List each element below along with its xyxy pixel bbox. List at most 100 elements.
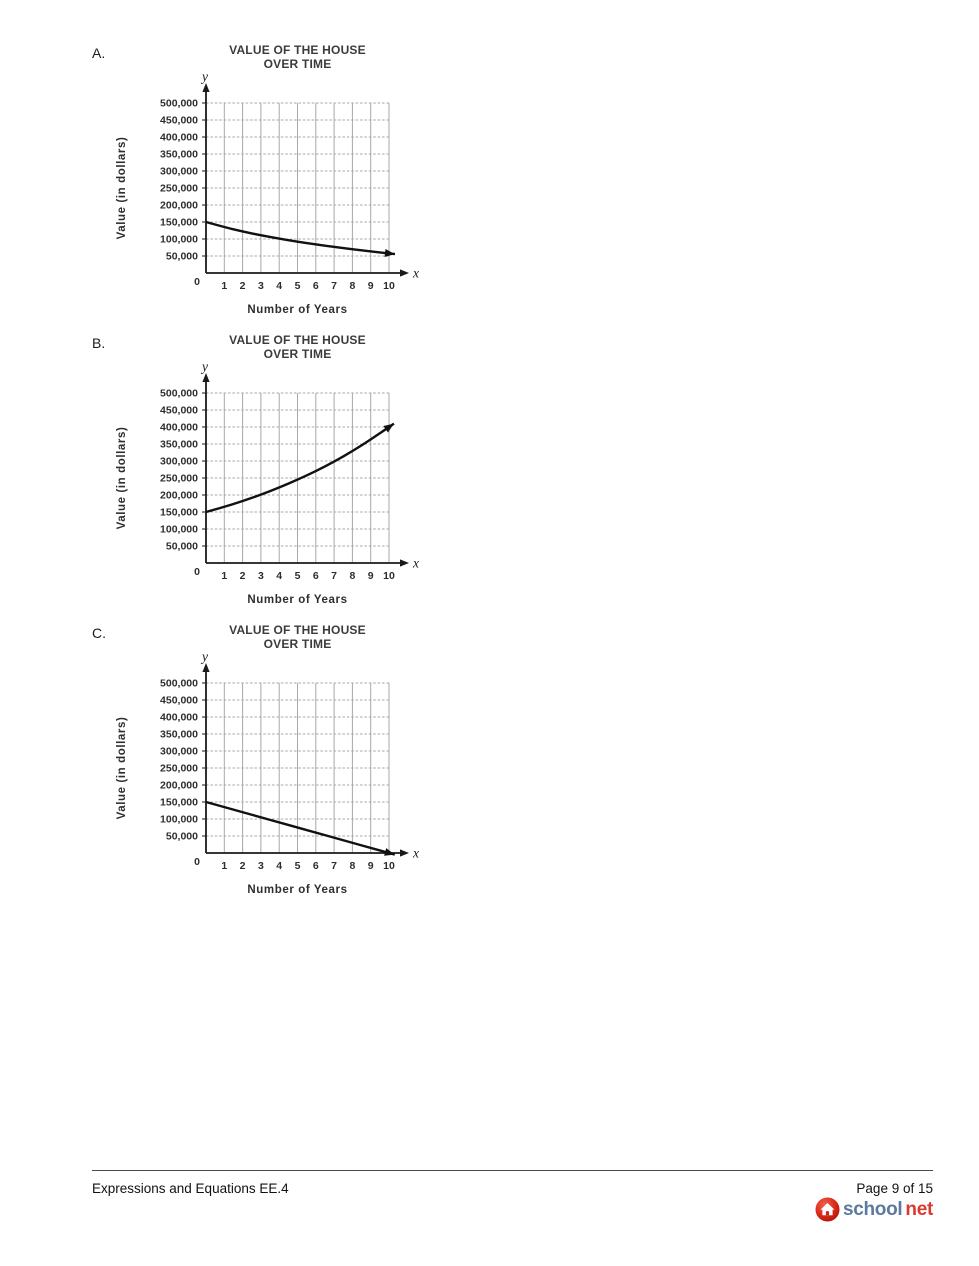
y-tick-label: 500,000 (160, 98, 198, 110)
chart-option-a: VALUE OF THE HOUSE OVER TIME 500,000 450,… (95, 43, 440, 328)
option-letter-c: C. (92, 625, 106, 641)
y-axis-arrow (202, 663, 210, 672)
curve-arrowhead (384, 249, 395, 257)
x-axis-title: Number of Years (247, 304, 347, 316)
x-tick-label: 10 (383, 570, 395, 582)
origin-label: 0 (194, 856, 200, 868)
x-tick-label: 10 (383, 280, 395, 292)
y-tick-label: 100,000 (160, 524, 198, 536)
y-axis-letter: y (200, 71, 208, 84)
chart-plot-b: 500,000450,000400,000350,000300,000250,0… (116, 361, 419, 606)
y-tick-label: 250,000 (160, 473, 198, 485)
x-tick-label: 10 (383, 860, 395, 872)
option-letter-b: B. (92, 335, 106, 351)
x-tick-label: 7 (331, 570, 337, 582)
footer-divider (92, 1170, 933, 1171)
x-tick-label: 3 (258, 860, 264, 872)
y-tick-label: 350,000 (160, 729, 198, 741)
x-tick-label: 8 (349, 280, 355, 292)
y-tick-label: 250,000 (160, 763, 198, 775)
chart-title-line2: OVER TIME (263, 637, 332, 651)
y-tick-label: 200,000 (160, 200, 198, 212)
y-axis-arrow (202, 373, 210, 382)
chart-option-b: VALUE OF THE HOUSE OVER TIME 500,000 450,… (95, 333, 440, 618)
footer-standard-label: Expressions and Equations EE.4 (92, 1181, 289, 1196)
x-tick-label: 5 (295, 280, 301, 292)
x-axis-title: Number of Years (247, 594, 347, 606)
x-tick-labels: 1 2 3 4 5 6 7 8 9 10 (221, 280, 395, 292)
chart-title-line1: VALUE OF THE HOUSE (229, 333, 366, 347)
chart-plot-c: 500,000450,000400,000350,000300,000250,0… (116, 651, 419, 896)
x-tick-label: 4 (276, 570, 282, 582)
logo-text-net: net (905, 1199, 933, 1220)
curve-arrowhead (383, 423, 394, 433)
x-tick-label: 9 (368, 860, 374, 872)
x-axis-arrow (400, 269, 409, 277)
x-tick-labels: 1 2 3 4 5 6 7 8 9 10 (221, 570, 395, 582)
x-tick-label: 3 (258, 570, 264, 582)
grid (206, 102, 390, 273)
x-tick-labels: 1 2 3 4 5 6 7 8 9 10 (221, 860, 395, 872)
y-tick-label: 400,000 (160, 422, 198, 434)
y-tick-label: 50,000 (166, 831, 198, 843)
y-tick-label: 200,000 (160, 490, 198, 502)
x-tick-label: 1 (221, 280, 227, 292)
chart-title-line1: VALUE OF THE HOUSE (229, 43, 366, 57)
y-tick-label: 100,000 (160, 234, 198, 246)
y-axis-title: Value (in dollars) (116, 137, 128, 240)
y-tick-label: 50,000 (166, 251, 198, 263)
schoolnet-logo: school net (815, 1197, 933, 1222)
curve-arrowhead (384, 848, 395, 856)
y-tick-label: 150,000 (160, 797, 198, 809)
y-tick-label: 200,000 (160, 780, 198, 792)
y-tick-label: 150,000 (160, 217, 198, 229)
x-axis-letter: x (412, 556, 419, 571)
y-tick-label: 400,000 (160, 712, 198, 724)
x-axis-letter: x (412, 266, 419, 281)
y-tick-label: 300,000 (160, 166, 198, 178)
x-tick-label: 8 (349, 860, 355, 872)
home-icon (815, 1197, 840, 1222)
y-tick-label: 350,000 (160, 149, 198, 161)
x-tick-label: 1 (221, 860, 227, 872)
y-tick-label: 500,000 (160, 678, 198, 690)
origin-label: 0 (194, 276, 200, 288)
y-axis-letter: y (200, 361, 208, 374)
x-tick-label: 8 (349, 570, 355, 582)
y-axis-title: Value (in dollars) (116, 717, 128, 820)
x-tick-label: 6 (313, 280, 319, 292)
x-tick-label: 2 (240, 570, 246, 582)
y-tick-labels: 500,000 450,000 400,000 350,000 300,000 250,0… (160, 98, 206, 263)
x-tick-label: 9 (368, 570, 374, 582)
y-tick-label: 300,000 (160, 456, 198, 468)
x-axis-letter: x (412, 846, 419, 861)
x-axis-arrow (400, 849, 409, 857)
y-tick-label: 300,000 (160, 746, 198, 758)
grid (206, 682, 390, 853)
x-axis-title: Number of Years (247, 884, 347, 896)
x-tick-label: 4 (276, 280, 282, 292)
x-tick-label: 6 (313, 570, 319, 582)
x-tick-label: 7 (331, 280, 337, 292)
y-tick-label: 150,000 (160, 507, 198, 519)
x-tick-label: 6 (313, 860, 319, 872)
chart-option-c: VALUE OF THE HOUSE OVER TIME 500,000 450,… (95, 623, 440, 908)
y-tick-labels: 500,000 450,000 400,000 350,000 300,000 250,0… (160, 678, 206, 843)
y-tick-label: 400,000 (160, 132, 198, 144)
y-tick-label: 450,000 (160, 695, 198, 707)
data-curve (205, 220, 396, 256)
origin-label: 0 (194, 566, 200, 578)
option-letter-a: A. (92, 45, 106, 61)
chart-title-line2: OVER TIME (263, 57, 332, 71)
chart-title-a: VALUE OF THE HOUSE OVER TIME (199, 43, 396, 71)
chart-plot-a: 500,000 450,000 400,000 350,000 300,000 2 50,0… (116, 71, 419, 316)
x-tick-label: 2 (240, 280, 246, 292)
x-tick-label: 3 (258, 280, 264, 292)
logo-text-school: school (842, 1199, 903, 1220)
y-axis-title: Value (in dollars) (116, 427, 128, 530)
data-curve (205, 800, 396, 856)
y-axis-arrow (202, 83, 210, 92)
y-tick-label: 450,000 (160, 115, 198, 127)
y-tick-label: 500,000 (160, 388, 198, 400)
